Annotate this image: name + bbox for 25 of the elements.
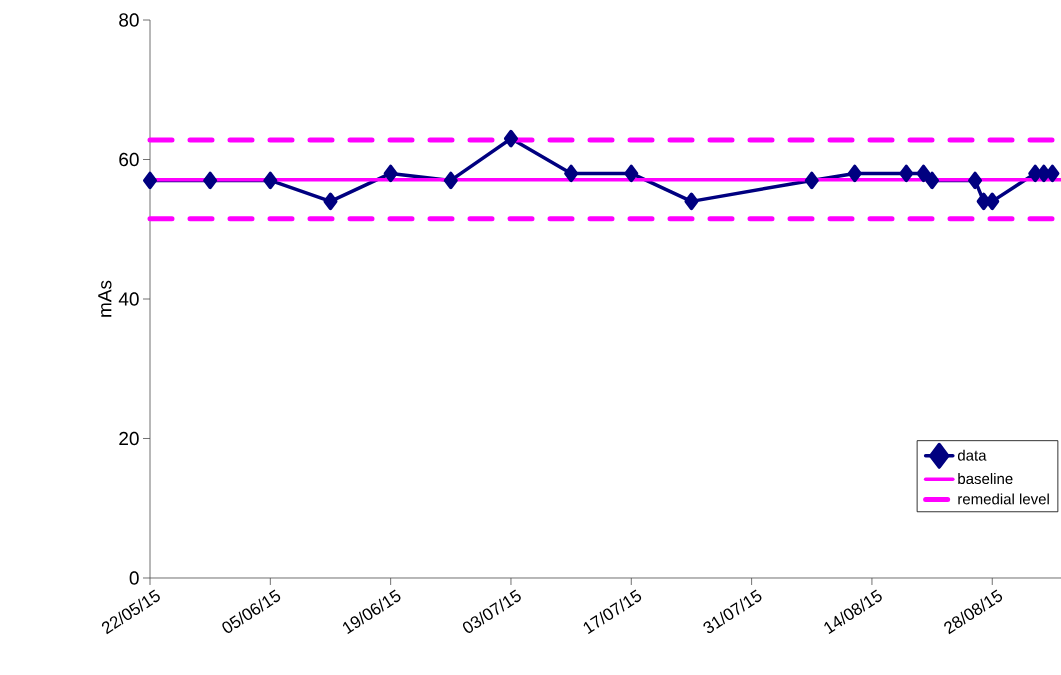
point bbox=[804, 171, 819, 190]
y-tick-label: 80 bbox=[119, 13, 139, 27]
point bbox=[968, 171, 983, 190]
point bbox=[323, 192, 338, 211]
legend-label: baseline bbox=[958, 473, 1013, 485]
point bbox=[916, 164, 931, 183]
point bbox=[143, 171, 157, 190]
legend-label: data bbox=[957, 449, 987, 461]
point bbox=[564, 164, 579, 183]
point bbox=[383, 164, 398, 183]
point bbox=[503, 129, 518, 148]
y-tick-label: 40 bbox=[118, 292, 139, 306]
point bbox=[443, 171, 458, 190]
point bbox=[624, 164, 639, 183]
y-tick-label: 60 bbox=[119, 152, 139, 167]
point bbox=[847, 164, 862, 183]
point bbox=[925, 171, 940, 190]
point bbox=[899, 164, 914, 183]
point bbox=[684, 192, 699, 211]
point bbox=[203, 171, 218, 190]
point bbox=[263, 171, 278, 190]
y-axis-title: mAs bbox=[98, 280, 112, 317]
y-tick-label: 20 bbox=[119, 431, 139, 446]
y-tick-label: 0 bbox=[129, 571, 139, 585]
legend-label: remedial level bbox=[958, 493, 1049, 505]
